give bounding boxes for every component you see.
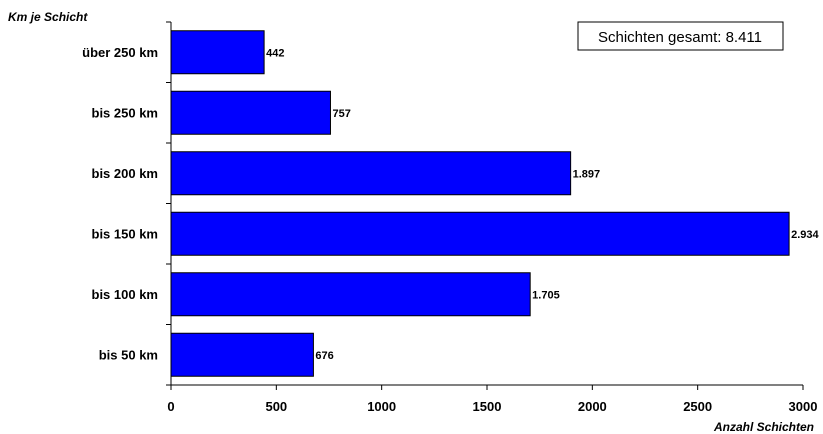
bar bbox=[170, 30, 265, 75]
category-label: bis 50 km bbox=[99, 347, 158, 362]
annotation-frame bbox=[577, 21, 784, 51]
x-tick-label: 2000 bbox=[578, 399, 607, 414]
y-axis-title: Km je Schicht bbox=[8, 10, 88, 24]
x-tick-label: 2500 bbox=[683, 399, 712, 414]
x-tick-label: 1500 bbox=[473, 399, 502, 414]
value-labels: 442 757 1.897 2.934 1.705 676 bbox=[266, 47, 819, 362]
bar bbox=[170, 90, 331, 135]
category-label: bis 200 km bbox=[92, 166, 159, 181]
bar bbox=[170, 272, 531, 317]
value-label: 676 bbox=[315, 350, 333, 362]
value-label: 1.705 bbox=[532, 289, 560, 301]
x-tick-label: 500 bbox=[265, 399, 287, 414]
value-label: 1.897 bbox=[573, 168, 601, 180]
category-label: bis 100 km bbox=[92, 287, 159, 302]
x-tick-labels: 0 500 1000 1500 2000 2500 3000 bbox=[167, 399, 817, 414]
x-axis-ticks bbox=[170, 385, 804, 390]
bar bbox=[170, 151, 572, 196]
category-label: bis 250 km bbox=[92, 105, 159, 120]
value-label: 757 bbox=[332, 108, 350, 120]
value-label: 442 bbox=[266, 47, 284, 59]
category-labels: über 250 km bis 250 km bis 200 km bis 150 k… bbox=[82, 45, 158, 363]
annotation-text: Schichten gesamt: 8.411 bbox=[598, 29, 762, 46]
x-tick-label: 1000 bbox=[367, 399, 396, 414]
x-tick-label: 3000 bbox=[789, 399, 818, 414]
value-label: 2.934 bbox=[791, 229, 819, 241]
category-label: bis 150 km bbox=[92, 226, 159, 241]
x-axis-title: Anzahl Schichten bbox=[713, 420, 814, 434]
bar bbox=[170, 332, 314, 377]
bars-group bbox=[170, 30, 790, 377]
total-annotation-box: Schichten gesamt: 8.411 bbox=[577, 21, 784, 51]
x-tick-label: 0 bbox=[167, 399, 174, 414]
category-label: über 250 km bbox=[82, 45, 158, 60]
y-axis-ticks bbox=[166, 21, 171, 386]
bar bbox=[170, 211, 790, 256]
